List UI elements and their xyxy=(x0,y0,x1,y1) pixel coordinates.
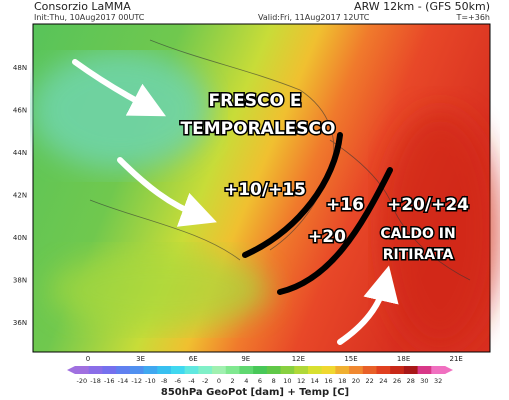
lon-label: 21E xyxy=(450,355,463,363)
colorbar-swatch xyxy=(225,366,240,374)
annotation: CALDO IN xyxy=(380,226,455,242)
colorbar-label: 18 xyxy=(338,377,346,385)
lat-label: 36N xyxy=(13,319,27,327)
colorbar-swatch xyxy=(184,366,199,374)
colorbar-swatch xyxy=(102,366,117,374)
colorbar-swatch xyxy=(362,366,377,374)
colorbar-swatch xyxy=(143,366,158,374)
colorbar-arrow-right xyxy=(445,366,453,374)
model-title: ARW 12km - (GFS 50km) xyxy=(354,0,490,13)
annotation: +20 xyxy=(308,227,346,247)
colorbar-swatch xyxy=(253,366,268,374)
colorbar-swatch xyxy=(280,366,295,374)
lon-label: 15E xyxy=(344,355,357,363)
annotation: TEMPORALESCO xyxy=(181,119,336,139)
colorbar-swatch xyxy=(417,366,432,374)
colorbar-swatch xyxy=(170,366,186,374)
colorbar-swatch xyxy=(376,366,391,374)
colorbar-swatch xyxy=(116,366,131,374)
lat-label: 42N xyxy=(13,192,27,200)
colorbar-label: -8 xyxy=(161,377,167,385)
colorbar-swatch xyxy=(129,366,145,374)
colorbar-swatch xyxy=(266,366,282,374)
colorbar-swatch xyxy=(390,366,405,374)
colorbar-label: 32 xyxy=(434,377,442,385)
lat-label: 46N xyxy=(13,107,27,115)
colorbar-swatch xyxy=(198,366,213,374)
map: FRESCO E TEMPORALESCO +10/+15 +16 +20 +2… xyxy=(30,23,500,353)
colorbar-label: 0 xyxy=(217,377,221,385)
colorbar-label: 4 xyxy=(244,377,248,385)
source-title: Consorzio LaMMA xyxy=(34,0,131,13)
colorbar-label: -16 xyxy=(104,377,115,385)
colorbar-swatch xyxy=(212,366,227,374)
lat-label: 44N xyxy=(13,149,27,157)
lead-time: T=+36h xyxy=(455,13,490,22)
colorbar-swatch xyxy=(75,366,90,374)
colorbar-swatch xyxy=(335,366,350,374)
colorbar-swatch xyxy=(294,366,309,374)
colorbar-swatch xyxy=(403,366,419,374)
lon-label: 9E xyxy=(241,355,250,363)
colorbar-label: 14 xyxy=(311,377,319,385)
colorbar-label: 10 xyxy=(283,377,291,385)
colorbar-swatch xyxy=(88,366,103,374)
colorbar-swatch xyxy=(321,366,336,374)
colorbar-swatch xyxy=(307,366,323,374)
colorbar-label: 22 xyxy=(365,377,373,385)
annotation: RITIRATA xyxy=(383,247,454,263)
colorbar-label: -14 xyxy=(118,377,129,385)
colorbar-label: -10 xyxy=(145,377,156,385)
colorbar-label: -4 xyxy=(188,377,194,385)
lat-label: 40N xyxy=(13,234,27,242)
colorbar-label: 6 xyxy=(258,377,262,385)
colorbar-swatch xyxy=(239,366,254,374)
colorbar-label: 28 xyxy=(407,377,415,385)
colorbar-label: 16 xyxy=(324,377,332,385)
valid-time: Valid:Fri, 11Aug2017 12UTC xyxy=(258,13,370,22)
annotation: FRESCO E xyxy=(208,91,301,111)
annotation: +16 xyxy=(326,195,364,215)
lon-label: 12E xyxy=(292,355,305,363)
annotation: +10/+15 xyxy=(224,180,306,200)
lat-label: 38N xyxy=(13,277,27,285)
colorbar-swatch xyxy=(431,366,446,374)
lon-label: 0 xyxy=(86,355,90,363)
caption: 850hPa GeoPot [dam] + Temp [C] xyxy=(161,387,349,398)
lon-label: 18E xyxy=(397,355,410,363)
lat-label: 48N xyxy=(13,64,27,72)
lon-label: 6E xyxy=(189,355,198,363)
colorbar-label: -18 xyxy=(90,377,101,385)
colorbar-swatch xyxy=(349,366,364,374)
colorbar-label: 20 xyxy=(352,377,360,385)
colorbar-label: 30 xyxy=(420,377,428,385)
colorbar-arrow-left xyxy=(67,366,75,374)
init-time: Init:Thu, 10Aug2017 00UTC xyxy=(34,13,145,22)
colorbar-label: 2 xyxy=(231,377,235,385)
colorbar-label: -20 xyxy=(77,377,88,385)
colorbar-label: -6 xyxy=(175,377,181,385)
colorbar-label: -12 xyxy=(131,377,142,385)
colorbar-label: -2 xyxy=(202,377,208,385)
colorbar-label: 26 xyxy=(393,377,401,385)
colorbar-swatch xyxy=(157,366,172,374)
lon-label: 3E xyxy=(136,355,145,363)
axes-and-colorbar: 48N 46N 44N 42N 40N 38N 36N 0 3E 6E 9E 12E 15E 18E 21E… xyxy=(13,64,463,385)
colorbar-label: 12 xyxy=(297,377,305,385)
annotation: +20/+24 xyxy=(387,195,469,215)
colorbar-label: 24 xyxy=(379,377,387,385)
colorbar-label: 8 xyxy=(272,377,276,385)
